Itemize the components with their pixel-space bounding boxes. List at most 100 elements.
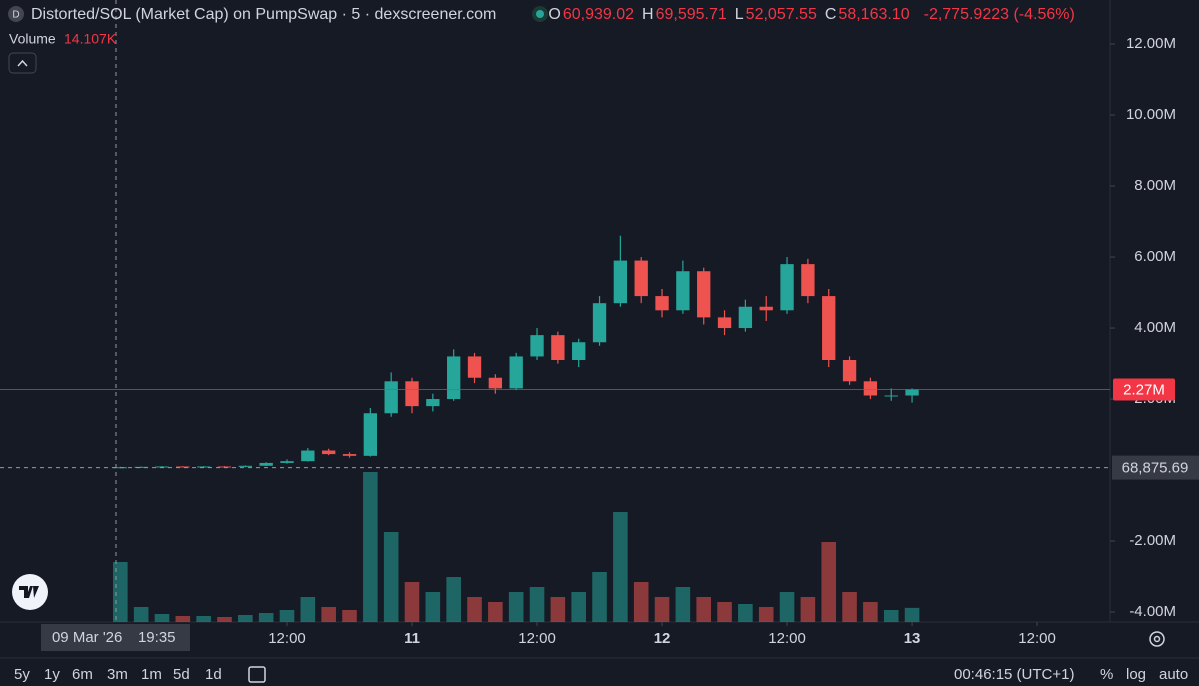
ohlc-value: 60,939.02 [562,6,635,23]
log-button[interactable]: log [1126,666,1147,683]
last-price-box [1113,378,1175,401]
x-tick-label: 12:00 [1018,630,1056,647]
settings-icon[interactable] [1149,631,1165,647]
volume-bar [175,616,191,622]
y-tick-label: -2.00M [1129,532,1176,549]
candle-body [905,389,919,396]
candle-body [592,303,607,343]
x-tick-label: 12:00 [768,630,806,647]
volume-bar [654,597,670,622]
volume-bar [383,532,399,622]
volume-bar [217,617,232,622]
candle-body [301,450,315,462]
candle-body [822,296,836,360]
candle-body [259,462,273,466]
ohlc-value: 52,057.55 [745,6,817,23]
ohlc-key: H [642,6,654,23]
y-tick-label: 10.00M [1126,106,1176,123]
volume-bar [321,607,336,622]
auto-button[interactable]: auto [1159,666,1189,683]
volume-bar [342,610,357,622]
volume-bar [800,597,816,622]
crosshair-date-label: 09 Mar '26 [52,629,122,646]
candle-body [405,381,419,407]
volume-bar [675,587,691,622]
volume-bar [488,602,503,622]
volume-bar [154,614,170,622]
volume-bar [863,602,878,622]
range-button[interactable]: 1m [141,666,162,683]
volume-bar [238,615,253,622]
candle-body [697,271,711,318]
range-button[interactable]: 3m [107,666,128,683]
volume-bar [425,592,441,622]
candle-body [238,465,253,467]
candle-body [530,335,544,357]
range-button[interactable]: 6m [72,666,93,683]
status-dot [536,10,544,18]
volume-bar [113,562,128,622]
symbol-icon-bg [8,6,24,22]
volume-bar [613,512,628,622]
candle-body [780,264,794,311]
volume-bar [133,607,149,622]
volume-bar [550,597,566,622]
volume-bar [883,610,899,622]
volume-bar [258,613,274,622]
volume-bar [592,572,607,622]
volume-bar [738,604,753,622]
candle-body [467,356,482,378]
x-tick-label: 12:00 [268,630,306,647]
candle-body [196,466,211,468]
ohlc-value: 58,163.10 [838,6,910,23]
candle-body [738,306,753,329]
volume-bar [904,607,920,622]
y-tick-label: 8.00M [1134,177,1176,194]
crosshair-y-label: 68,875.69 [1122,460,1189,477]
ohlc-key: O [548,6,561,23]
goto-date-icon[interactable] [248,666,266,683]
volume-bar [404,582,420,622]
candle-body [217,466,232,468]
clock: 00:46:15 (UTC+1) [954,666,1075,683]
x-tick-label: 12 [654,630,671,647]
crosshair-x-box [40,624,190,651]
volume-bar [571,592,586,622]
y-tick-label: 4.00M [1134,319,1176,336]
volume-bar [529,587,545,622]
change: -2,775.9223 (-4.56%) [923,6,1075,23]
volume-bar [758,607,774,622]
candle-body [884,395,898,397]
volume-bar [446,577,461,622]
last-price-label: 2.27M [1123,381,1165,398]
volume-bar [363,472,378,622]
candle-body [676,271,690,311]
y-tick-label: 12.00M [1126,35,1176,52]
volume-bar [196,616,211,622]
candle-body [509,356,523,389]
candle-body [488,377,503,389]
percent-button[interactable]: % [1100,666,1114,683]
collapse-button[interactable] [8,52,37,74]
crosshair-y-box [1112,455,1199,480]
x-tick-label: 12:00 [518,630,556,647]
ohlc-key: C [824,6,837,23]
range-button[interactable]: 1y [44,666,60,683]
candle-body [426,399,440,407]
candle-body [155,466,169,468]
candle-body [759,306,773,311]
candle-body [384,381,398,414]
symbol-icon: D [12,10,19,21]
range-button[interactable]: 5y [14,666,30,683]
volume-bar [696,597,712,622]
volume-bar [300,597,316,622]
range-button[interactable]: 5d [173,666,190,683]
candle-body [655,296,669,311]
volume-bar [633,582,649,622]
range-button[interactable]: 1d [205,666,222,683]
ohlc-value: 69,595.71 [655,6,727,23]
x-tick-label: 13 [904,630,921,647]
symbol-title: Distorted/SOL (Market Cap) on PumpSwap ·… [31,6,497,23]
ohlc: O 60,939.02 H 69,595.71 L 52,057.55 C 58,163.10 [548,6,917,24]
